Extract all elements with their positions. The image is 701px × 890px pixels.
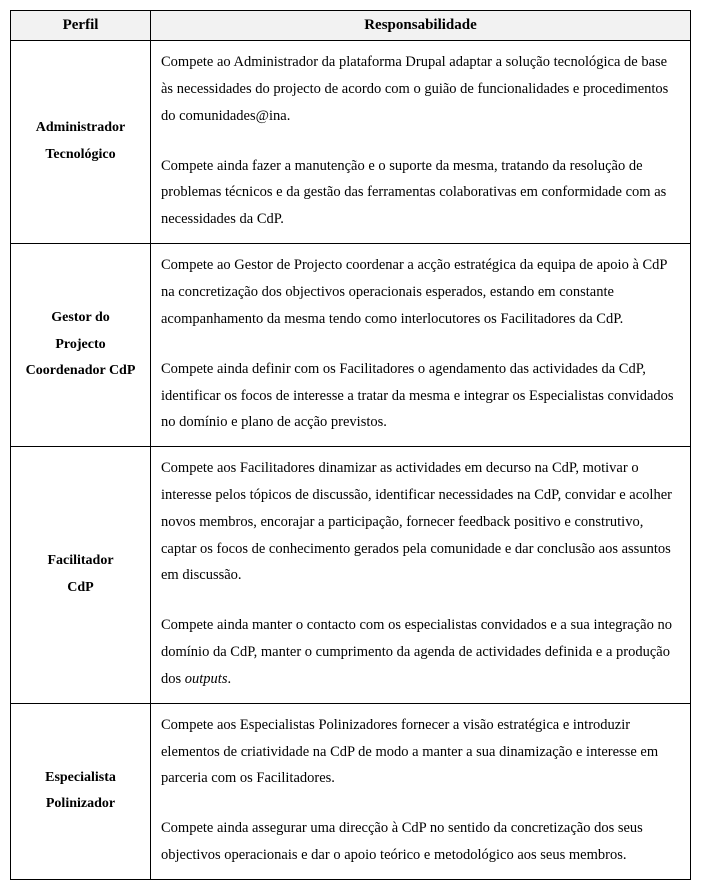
responsabilidade-cell: Compete aos Especialistas Polinizadores … (151, 703, 691, 879)
responsabilidade-paragraph: Compete ainda definir com os Facilitador… (161, 356, 680, 436)
header-responsabilidade: Responsabilidade (151, 11, 691, 41)
responsabilidade-paragraph: Compete aos Especialistas Polinizadores … (161, 712, 680, 792)
table-row: EspecialistaPolinizadorCompete aos Espec… (11, 703, 691, 879)
table-row: Gestor doProjectoCoordenador CdPCompete … (11, 244, 691, 447)
table-body: AdministradorTecnológicoCompete ao Admin… (11, 41, 691, 880)
responsabilidade-paragraph: Compete aos Facilitadores dinamizar as a… (161, 455, 680, 589)
table-header-row: Perfil Responsabilidade (11, 11, 691, 41)
perfil-line: Administrador (17, 115, 144, 142)
responsabilidade-cell: Compete ao Administrador da plataforma D… (151, 41, 691, 244)
perfil-line: Tecnológico (17, 142, 144, 169)
perfil-line: Gestor do (17, 305, 144, 332)
responsabilidade-paragraph: Compete ainda fazer a manutenção e o sup… (161, 153, 680, 233)
responsabilidade-paragraph: Compete ainda manter o contacto com os e… (161, 612, 680, 692)
responsabilidade-cell: Compete ao Gestor de Projecto coordenar … (151, 244, 691, 447)
responsabilidade-paragraph: Compete ainda assegurar uma direcção à C… (161, 815, 680, 869)
table-row: AdministradorTecnológicoCompete ao Admin… (11, 41, 691, 244)
header-perfil: Perfil (11, 11, 151, 41)
perfil-line: Facilitador (17, 548, 144, 575)
perfil-line: Polinizador (17, 791, 144, 818)
perfil-cell: AdministradorTecnológico (11, 41, 151, 244)
table-row: FacilitadorCdPCompete aos Facilitadores … (11, 447, 691, 704)
perfil-cell: Gestor doProjectoCoordenador CdP (11, 244, 151, 447)
responsabilidade-paragraph: Compete ao Gestor de Projecto coordenar … (161, 252, 680, 332)
responsabilidade-cell: Compete aos Facilitadores dinamizar as a… (151, 447, 691, 704)
perfil-line: Coordenador CdP (17, 358, 144, 385)
perfil-line: Projecto (17, 332, 144, 359)
perfil-line: Especialista (17, 765, 144, 792)
perfil-cell: EspecialistaPolinizador (11, 703, 151, 879)
responsabilidade-paragraph: Compete ao Administrador da plataforma D… (161, 49, 680, 129)
perfil-cell: FacilitadorCdP (11, 447, 151, 704)
responsibilities-table: Perfil Responsabilidade AdministradorTec… (10, 10, 691, 880)
perfil-line: CdP (17, 575, 144, 602)
